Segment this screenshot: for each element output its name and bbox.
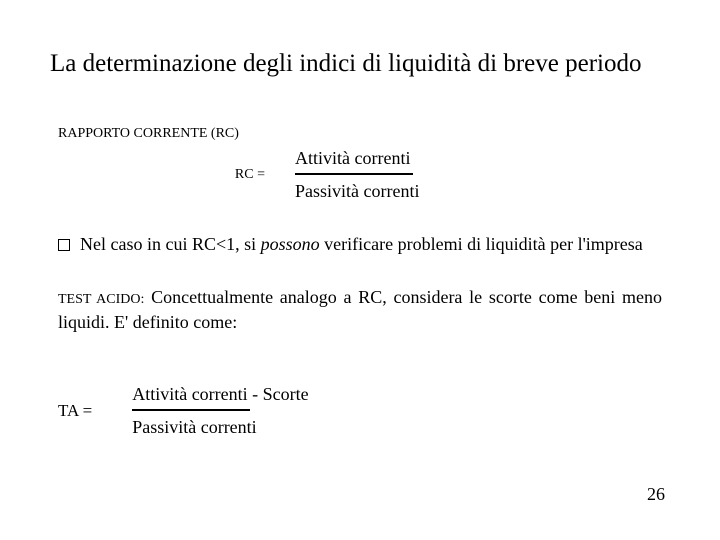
section-label-rc: RAPPORTO CORRENTE (RC) [58, 126, 670, 142]
bullet-prefix: Nel caso in cui RC<1, si [80, 234, 261, 254]
fraction-rc-numerator: Attività correnti [295, 148, 410, 171]
page-number: 26 [647, 484, 665, 505]
slide-container: La determinazione degli indici di liquid… [0, 0, 720, 540]
page-title: La determinazione degli indici di liquid… [50, 50, 670, 78]
bullet-note: Nel caso in cui RC<1, si possono verific… [58, 234, 670, 255]
section-ta-desc: Concettualmente analogo a RC, considera … [58, 287, 662, 332]
fraction-ta-numerator: Attività correnti - Scorte [132, 384, 308, 407]
section-test-acido: TEST ACIDO: Concettualmente analogo a RC… [58, 285, 662, 334]
formula-rc: RC = Attività correnti Passività corrent… [50, 148, 670, 202]
bullet-italic: possono [261, 234, 320, 254]
fraction-ta-line [132, 409, 250, 411]
bullet-suffix: verificare problemi di liquidità per l'i… [320, 234, 643, 254]
fraction-ta-denominator: Passività correnti [132, 415, 256, 438]
formula-ta: TA = Attività correnti - Scorte Passivit… [58, 384, 670, 438]
section-label-ta: TEST ACIDO: [58, 292, 144, 307]
fraction-rc-denominator: Passività correnti [295, 179, 419, 202]
fraction-rc: Attività correnti Passività correnti [295, 148, 419, 202]
bullet-square-icon [58, 239, 70, 251]
bullet-text: Nel caso in cui RC<1, si possono verific… [80, 234, 670, 255]
fraction-ta: Attività correnti - Scorte Passività cor… [132, 384, 308, 438]
formula-rc-lhs: RC = [50, 167, 295, 183]
fraction-rc-line [295, 173, 413, 175]
formula-ta-lhs: TA = [58, 401, 132, 421]
